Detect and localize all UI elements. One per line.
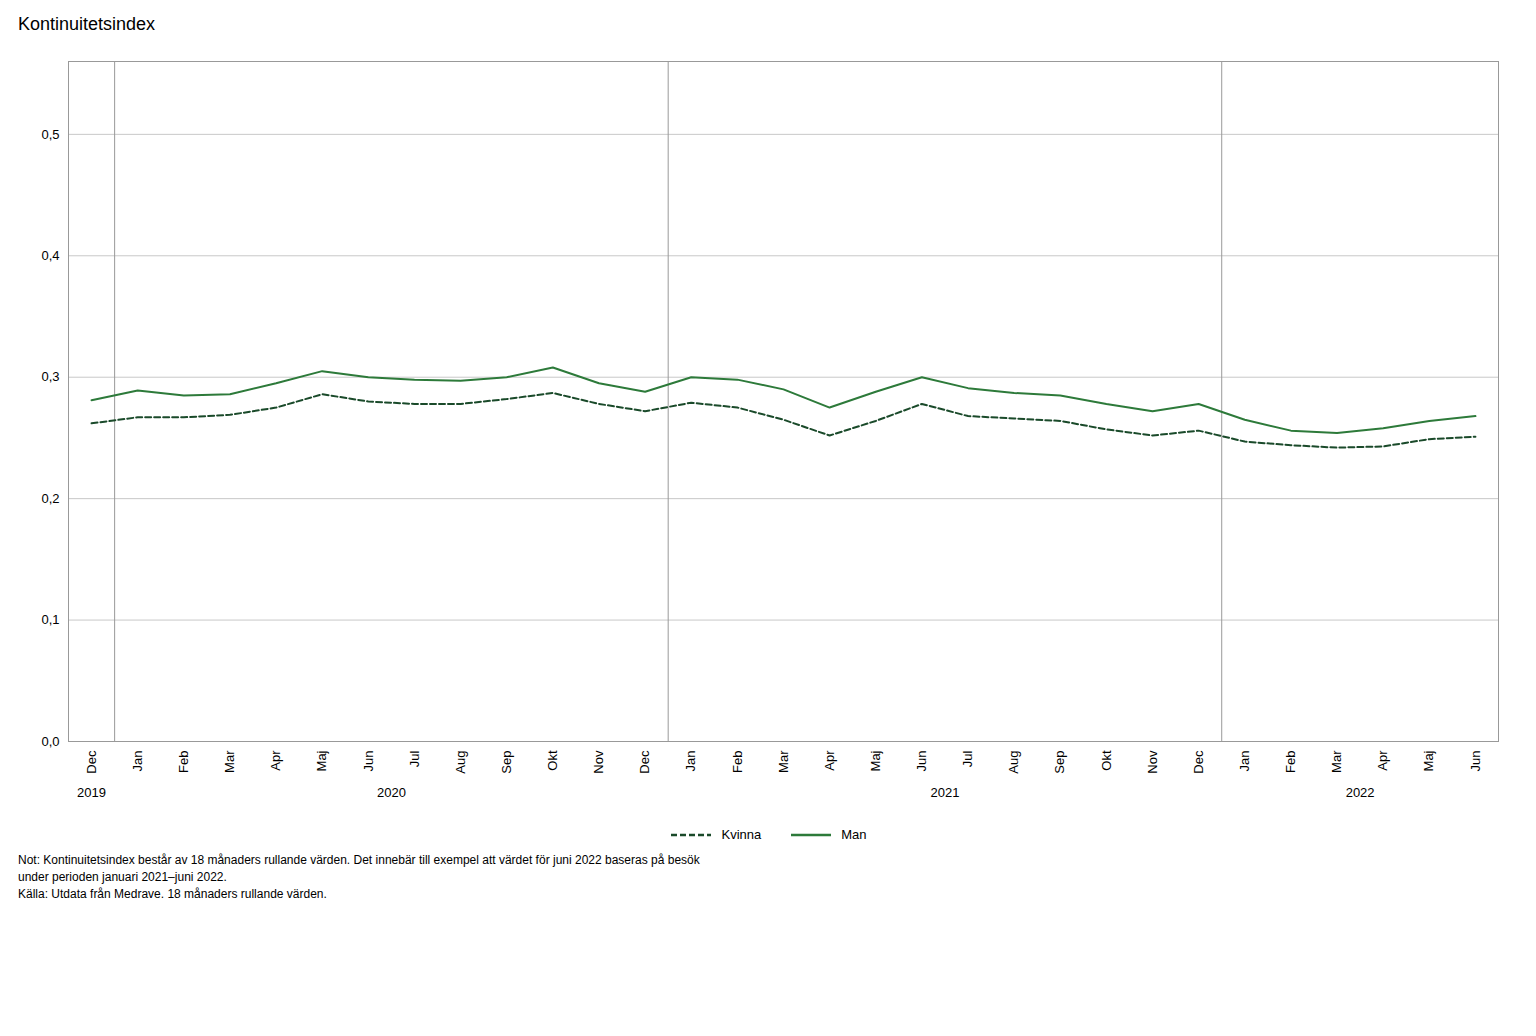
svg-text:Jul: Jul [407,750,422,767]
svg-text:Mar: Mar [776,750,791,773]
svg-text:0,4: 0,4 [41,248,59,263]
svg-text:Jan: Jan [1237,751,1252,772]
svg-text:Dec: Dec [637,750,652,774]
svg-text:Dec: Dec [1191,750,1206,774]
html-text:Man: Man [841,827,867,842]
svg-text:Dec: Dec [84,750,99,774]
svg-text:Feb: Feb [1283,751,1298,773]
html-text:Kontinuitetsindex: Kontinuitetsindex [18,14,156,34]
html-text:Not: Kontinuitetsindex består: Not: Kontinuitetsindex består av 18 måna… [18,853,700,901]
svg-text:Maj: Maj [314,750,329,771]
svg-text:0,3: 0,3 [41,369,59,384]
svg-text:Maj: Maj [1421,750,1436,771]
html-text:Kvinna: Kvinna [721,827,762,842]
svg-text:2022: 2022 [1346,785,1375,800]
svg-text:2019: 2019 [77,785,106,800]
svg-text:Maj: Maj [868,750,883,771]
svg-text:Apr: Apr [1375,750,1390,771]
svg-text:Jun: Jun [1468,751,1483,772]
svg-text:Sep: Sep [1052,751,1067,774]
svg-text:Jun: Jun [360,751,375,772]
svg-text:Aug: Aug [453,751,468,774]
svg-text:Jun: Jun [914,751,929,772]
svg-text:Mar: Mar [1329,750,1344,773]
svg-text:Apr: Apr [268,750,283,771]
svg-text:Feb: Feb [176,751,191,773]
svg-text:Jul: Jul [960,750,975,767]
svg-text:Apr: Apr [822,750,837,771]
svg-text:0,5: 0,5 [41,127,59,142]
svg-text:0,2: 0,2 [41,491,59,506]
svg-text:2021: 2021 [930,785,959,800]
svg-text:Jan: Jan [130,751,145,772]
svg-text:Aug: Aug [1006,751,1021,774]
svg-text:Mar: Mar [222,750,237,773]
svg-text:0,1: 0,1 [41,612,59,627]
svg-text:Feb: Feb [730,751,745,773]
svg-text:Sep: Sep [499,751,514,774]
svg-text:0,0: 0,0 [41,734,59,749]
svg-text:2020: 2020 [377,785,406,800]
svg-text:Nov: Nov [591,750,606,774]
svg-text:Nov: Nov [1145,750,1160,774]
svg-text:Jan: Jan [683,751,698,772]
svg-text:Okt: Okt [545,750,560,771]
svg-text:Okt: Okt [1099,750,1114,771]
